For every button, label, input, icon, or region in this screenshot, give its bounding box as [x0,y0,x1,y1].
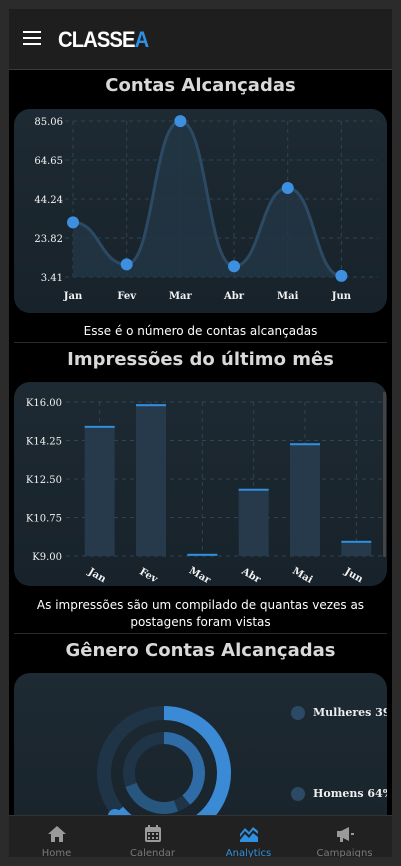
x-tick-label: Fev [117,291,137,302]
app-frame: CLASSEA Contas Alcançadas 85.06 64.65 44.2… [9,9,392,857]
nav-item-analytics[interactable]: Analytics [201,816,296,857]
home-icon [48,826,66,842]
reach-caption: Esse é o número de contas alcançadas [83,324,318,338]
menu-icon[interactable] [23,31,41,45]
nav-label: Home [41,848,72,857]
x-tick-label: Mai [290,566,314,586]
bar-cap [290,443,320,446]
reach-title: Contas Alcançadas [105,75,296,96]
x-tick-label: Mai [277,291,299,302]
nav-label: Calendar [130,848,175,857]
legend-dot [291,706,305,720]
logo-text: CLASSE [58,27,136,52]
nav-label: Campaigns [316,848,373,857]
x-tick-label: Mar [187,565,213,586]
bar [84,425,115,556]
bar-cap [187,553,218,556]
y-tick-label: K14.25 [26,437,62,448]
data-point [67,216,79,229]
bar-cap [341,540,372,543]
scrollbar [383,392,386,557]
y-tick-label: K9.00 [32,552,62,563]
data-point [281,181,294,194]
y-tick-label: 44.24 [34,195,63,206]
bar [290,443,320,556]
bar-cap [238,488,269,491]
x-tick-label: Abr [239,566,263,586]
impressions-title: Impressões do último mês [67,349,334,370]
x-tick-label: Jan [85,566,108,586]
donut-segment [125,782,179,814]
megaphone-icon [337,827,354,842]
analytics-icon [240,827,258,842]
x-tick-label: Abr [223,291,245,302]
y-tick-label: K10.75 [26,514,62,525]
x-tick-label: Jun [331,291,352,302]
gender-donut-chart [97,706,231,840]
y-tick-label: 3.41 [41,273,63,284]
impressions-bar-chart: K16.00 K14.25 K12.50 K10.75 K9.00 Jan Fev Mar Ab… [26,392,386,586]
bottom-navigation: Home Calendar Analytics [9,815,392,857]
legend-label: Mulheres 39% [313,706,387,719]
bar [341,540,372,556]
section-divider [14,342,387,343]
legend-dot [291,787,305,801]
nav-item-calendar[interactable]: Calendar [105,816,200,857]
x-tick-label: Jun [342,566,366,586]
data-point [120,258,133,271]
calendar-icon [145,825,161,842]
logo-accent: A [134,27,150,52]
y-tick-label: K16.00 [26,398,62,409]
bar-cap [84,425,115,428]
x-tick-label: Fev [137,566,160,585]
y-tick-label: 23.82 [34,234,63,245]
bar-cap [136,404,166,407]
bar [136,404,166,556]
bar [238,488,269,556]
legend-label: Homens 64% [313,787,387,800]
nav-label: Analytics [225,848,272,857]
x-tick-label: Mar [169,291,193,302]
y-tick-label: 64.65 [34,156,63,167]
app-logo: CLASSEA [58,26,150,54]
y-tick-label: K12.50 [26,475,62,486]
data-point [335,269,348,282]
data-point [174,115,187,128]
donut-segment [163,732,205,805]
app-bar: CLASSEA [9,9,392,70]
impressions-caption: As impressões são um compilado de quanta… [36,598,365,629]
reach-chart-card: 85.06 64.65 44.24 23.82 3.41 Jan Fev Mar Abr Mai J… [14,109,387,313]
impressions-chart-card: K16.00 K14.25 K12.50 K10.75 K9.00 Jan Fev Mar Ab… [14,382,387,586]
gender-title: Gênero Contas Alcançadas [65,640,336,661]
x-tick-label: Jan [63,291,83,302]
nav-item-home[interactable]: Home [9,816,104,857]
nav-item-campaigns[interactable]: Campaigns [297,816,392,857]
data-point [228,260,241,273]
y-tick-label: 85.06 [34,117,63,128]
section-divider [14,633,387,634]
